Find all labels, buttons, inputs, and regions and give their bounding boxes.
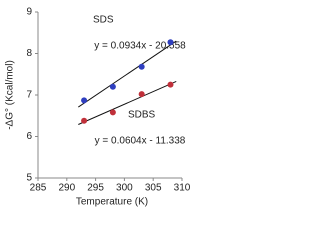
point [81,97,88,104]
point [109,109,116,116]
equation: y = 0.0934x - 20.558 [94,41,186,52]
x-tick-label: 290 [58,183,75,194]
y-tick-label: 5 [26,173,32,184]
x-tick-label: 310 [174,183,191,194]
y-tick-label: 6 [26,131,32,142]
y-axis-label: -ΔG° (Kcal/mol) [5,60,16,130]
point [138,63,145,70]
x-tick-label: 285 [30,183,47,194]
point [167,39,174,46]
point [109,83,116,90]
x-tick-label: 305 [145,183,162,194]
x-axis-label: Temperature (K) [76,197,148,208]
point [138,91,145,98]
series-label: SDS [93,15,114,26]
x-tick-label: 295 [87,183,104,194]
trendline [78,81,177,125]
chart: Temperature (K) -ΔG° (Kcal/mol) SDS y = … [5,7,191,208]
x-tick-label: 300 [116,183,133,194]
equation: y = 0.0604x - 11.338 [95,136,186,147]
y-tick-label: 8 [26,48,32,59]
series-label: SDBS [128,110,156,121]
point [81,117,88,124]
y-tick-label: 9 [26,7,32,18]
point [167,81,174,88]
y-tick-label: 7 [26,90,32,101]
trendline [78,40,177,108]
